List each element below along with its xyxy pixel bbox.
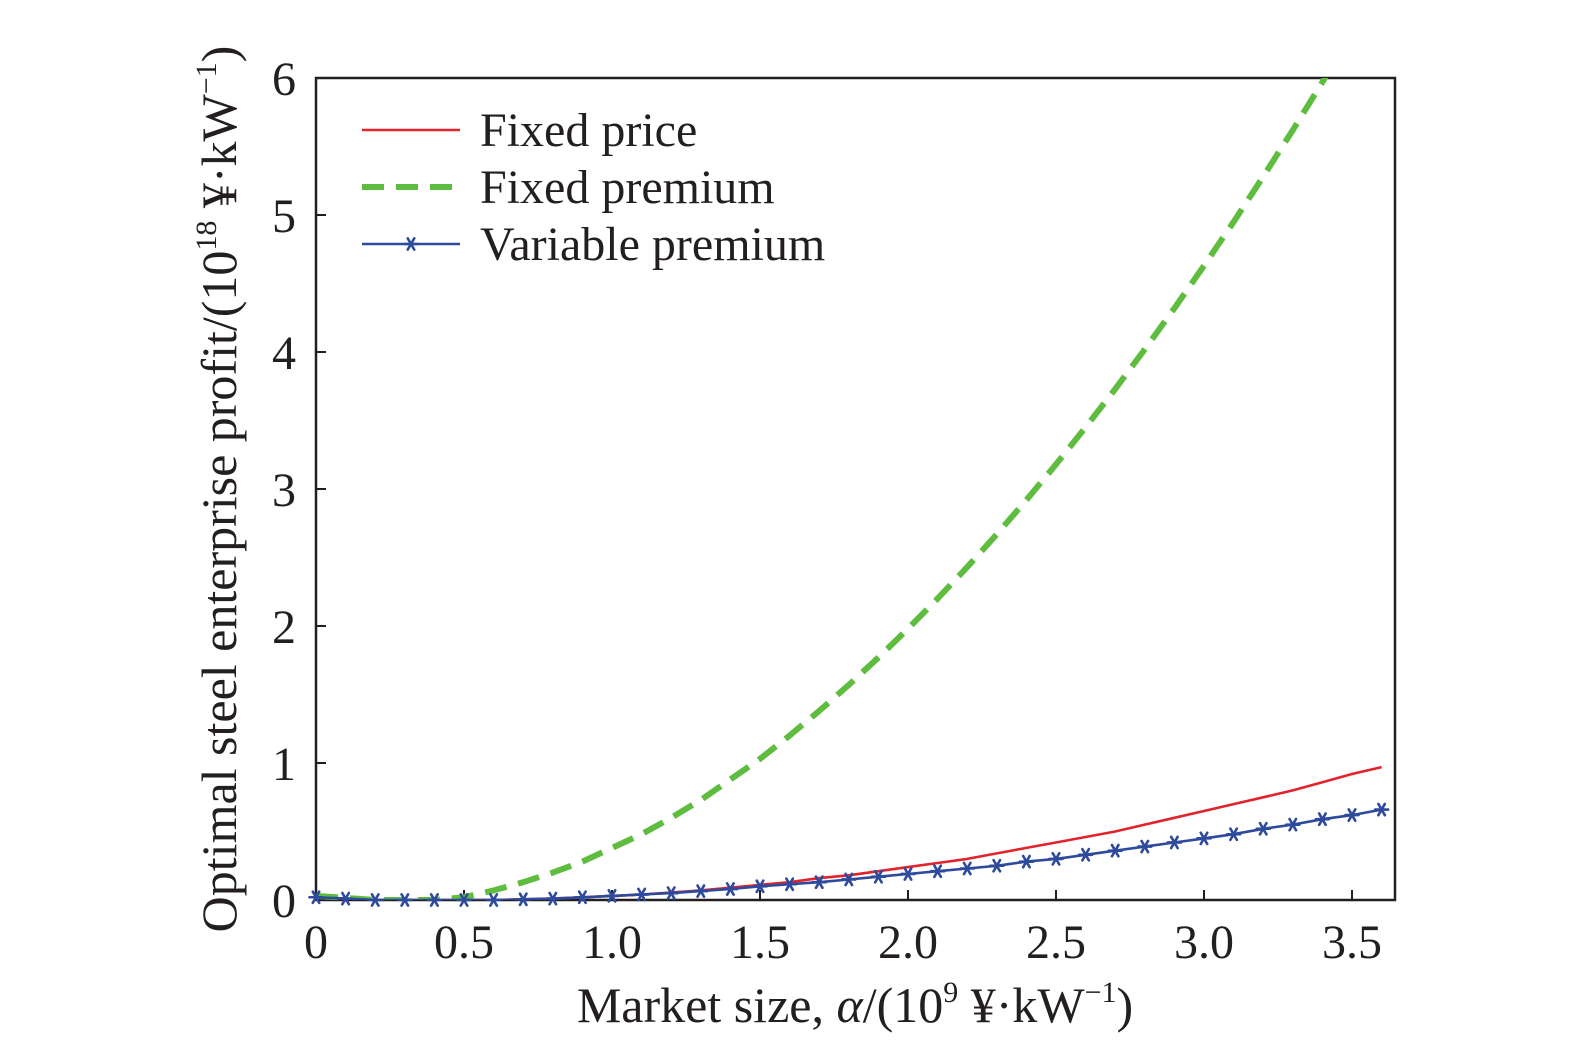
x-axis-title-symbol: α (836, 977, 864, 1033)
series-point-variable-premium (959, 861, 976, 876)
y-tick-label: 4 (272, 327, 296, 380)
legend-label: Variable premium (480, 218, 825, 271)
x-tick-label: 1.5 (730, 916, 790, 969)
x-tick-label: 2.5 (1026, 916, 1086, 969)
series-point-variable-premium (604, 888, 620, 903)
y-axis-title-unit-neg-exp: −1 (190, 62, 223, 94)
series-point-variable-premium (396, 893, 413, 907)
x-tick-label: 2.0 (878, 916, 938, 969)
x-axis-ticks: 0 0.5 1.0 1.5 2.0 2.5 3.0 3.5 (304, 890, 1382, 969)
x-axis-title-unit-close: ) (1117, 977, 1134, 1033)
series-point-variable-premium (870, 869, 887, 884)
y-tick-label: 0 (272, 875, 296, 928)
series-layer (308, 78, 1390, 907)
series-point-variable-premium (1077, 847, 1094, 862)
series-point-variable-premium (1018, 854, 1035, 869)
series-point-variable-premium (1137, 839, 1153, 854)
series-point-variable-premium (811, 875, 828, 890)
series-point-variable-premium (663, 886, 680, 901)
series-point-variable-premium (1285, 817, 1301, 832)
x-axis-title-unit-open: /(10 (863, 977, 944, 1033)
x-axis-title: Market size, α/(109 ¥·kW−1) (577, 976, 1133, 1033)
series-point-variable-premium (515, 892, 532, 907)
y-axis-title-unit-close: ) (191, 46, 247, 63)
y-axis-title-prefix: Optimal steel enterprise profit/(10 (191, 251, 247, 933)
series-point-variable-premium (900, 867, 916, 881)
series-point-variable-premium (308, 890, 324, 905)
series-line-fixed-premium (316, 78, 1329, 900)
y-axis-ticks: 0 1 2 3 4 5 6 (272, 53, 326, 928)
series-point-variable-premium (337, 891, 354, 906)
legend-item-fixed-price: Fixed price (362, 104, 697, 157)
series-point-variable-premium (367, 893, 384, 907)
x-tick-label: 3.0 (1174, 916, 1234, 969)
series-point-variable-premium (574, 890, 591, 905)
series-point-variable-premium (1225, 827, 1242, 842)
legend-label: Fixed price (480, 104, 697, 157)
x-axis-title-unit-neg-exp: −1 (1085, 976, 1117, 1009)
series-point-variable-premium (544, 891, 561, 906)
series-point-variable-premium (752, 879, 768, 894)
series-point-variable-premium (1107, 843, 1123, 858)
y-axis-title-unit-mid: ¥·kW (191, 93, 247, 220)
legend-item-variable-premium: Variable premium (362, 218, 825, 271)
x-axis-title-unit-exp: 9 (943, 976, 958, 1009)
series-point-variable-premium (929, 864, 946, 879)
series-line-fixed-price (316, 765, 1382, 900)
y-tick-label: 2 (272, 601, 296, 654)
x-tick-label: 3.5 (1322, 916, 1382, 969)
y-tick-label: 1 (272, 738, 296, 791)
series-point-variable-premium (456, 893, 472, 907)
y-tick-label: 5 (272, 190, 296, 243)
series-point-variable-premium (1166, 835, 1183, 850)
series-point-variable-premium (722, 882, 739, 896)
series-point-variable-premium (1048, 851, 1064, 866)
y-tick-label: 3 (272, 464, 296, 517)
y-tick-label: 6 (272, 53, 296, 106)
x-axis-title-unit-mid: ¥·kW (958, 977, 1085, 1033)
legend-item-fixed-premium: Fixed premium (362, 161, 775, 214)
series-point-variable-premium (692, 884, 709, 899)
y-axis-title: Optimal steel enterprise profit/(1018 ¥·… (190, 46, 247, 933)
series-point-variable-premium (633, 887, 650, 902)
series-point-variable-premium (1344, 808, 1360, 822)
x-tick-label: 0.5 (434, 916, 494, 969)
series-point-variable-premium (781, 877, 798, 892)
series-point-variable-premium (988, 858, 1005, 873)
series-point-variable-premium (1314, 812, 1331, 827)
series-point-variable-premium (485, 893, 502, 907)
series-point-variable-premium (426, 893, 443, 907)
series-line-variable-premium (316, 808, 1382, 900)
x-tick-label: 1.0 (582, 916, 642, 969)
series-point-variable-premium (1373, 802, 1390, 817)
legend-label: Fixed premium (480, 161, 775, 214)
x-axis-title-prefix: Market size, (577, 977, 837, 1033)
y-axis-title-unit-exp: 18 (190, 221, 223, 251)
series-point-variable-premium (840, 872, 857, 887)
series-point-variable-premium (1255, 821, 1271, 836)
series-point-variable-premium (1196, 831, 1212, 846)
legend-marker (403, 237, 419, 251)
x-tick-label: 0 (304, 916, 328, 969)
plot-frame (314, 76, 1397, 902)
